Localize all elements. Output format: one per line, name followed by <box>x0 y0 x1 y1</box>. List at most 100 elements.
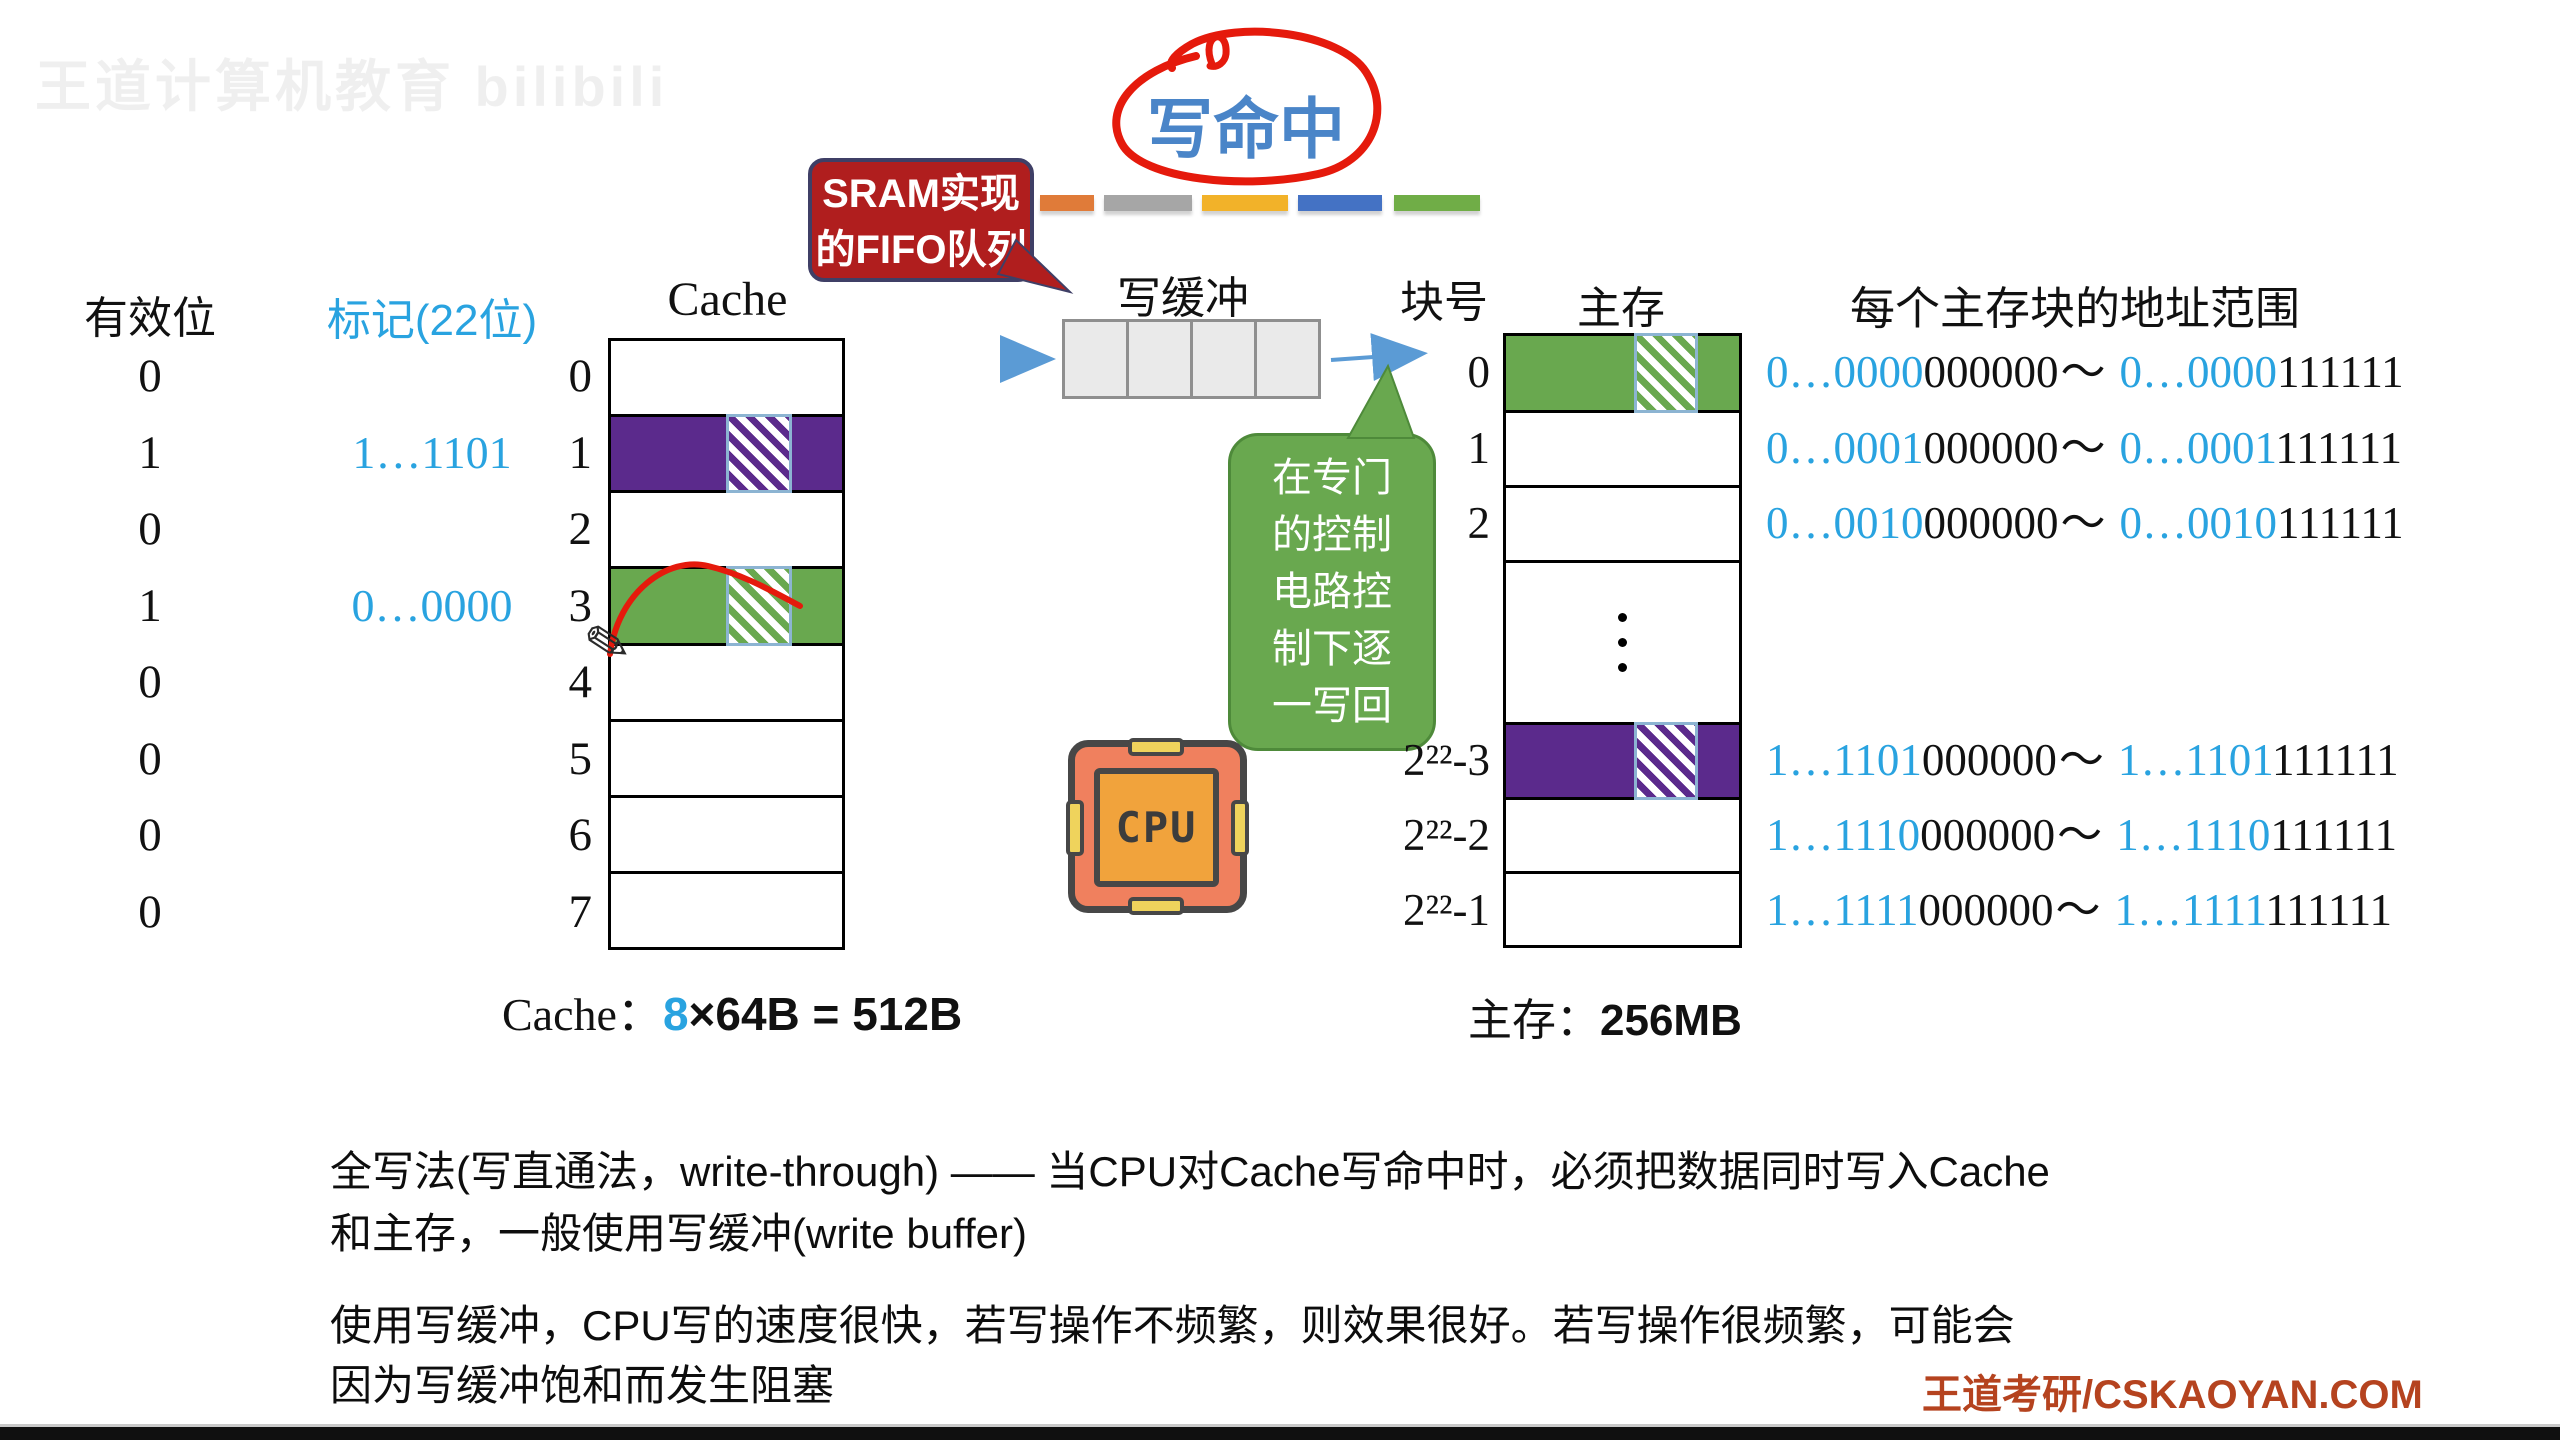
memory-block-2e22-1 <box>1506 874 1739 945</box>
valid-bit-1: 1 <box>138 427 162 479</box>
memory-block-1 <box>1506 413 1739 488</box>
cskaoyan-watermark: 王道考研/CSKAOYAN.COM <box>1922 1373 2423 1417</box>
valid-bit-4: 0 <box>138 656 162 708</box>
address-separator: ～ <box>2058 735 2104 785</box>
write-buffer-label: 写缓冲 <box>1117 274 1249 323</box>
block-number-1: 1 <box>1467 423 1491 473</box>
block-number-0: 0 <box>1467 347 1491 397</box>
address-offset: 000000 <box>1918 885 2054 935</box>
address-offset: 111111 <box>2272 735 2399 785</box>
write-buffer-cell <box>1190 319 1257 399</box>
address-offset: 111111 <box>2276 423 2403 473</box>
write-buffer <box>1062 319 1321 399</box>
memory-block-0 <box>1506 333 1739 413</box>
address-tag: 1…1110 <box>2116 810 2271 860</box>
sram-callout-line1: SRAM实现 <box>822 172 1020 216</box>
address-offset: 000000 <box>1920 810 2056 860</box>
memory-ellipsis <box>1506 563 1739 725</box>
address-offset: 000000 <box>1921 735 2057 785</box>
cpu-pin-top <box>1128 738 1184 756</box>
cpu-pin-right <box>1231 800 1249 856</box>
cache-row-number-6: 6 <box>568 809 593 861</box>
valid-bit-6: 0 <box>138 809 162 861</box>
page-title: 写命中 <box>1147 92 1345 166</box>
memory-capacity-value: 256MB <box>1600 996 1742 1045</box>
address-tag: 0…0000 <box>1766 347 1924 397</box>
cache-line-2 <box>611 493 842 570</box>
valid-bit-3: 1 <box>138 580 162 632</box>
cache-row-number-5: 5 <box>568 733 593 785</box>
main-memory-header: 主存 <box>1577 284 1665 333</box>
memory-block-2e22-3 <box>1506 722 1739 800</box>
cache-row-number-7: 7 <box>568 886 593 938</box>
address-offset: 111111 <box>2266 885 2392 935</box>
write-through-note-line2: 和主存，一般使用写缓冲(write buffer) <box>330 1210 1027 1257</box>
cache-line-0 <box>611 341 842 418</box>
cpu-pin-bottom <box>1128 897 1184 915</box>
valid-bit-7: 0 <box>138 886 162 938</box>
address-separator: ～ <box>2060 423 2106 473</box>
cache-row-number-0: 0 <box>568 350 593 402</box>
block-number-2e22-1: 2²²-1 <box>1403 885 1490 935</box>
sram-callout-line2: 的FIFO队列 <box>815 228 1027 272</box>
address-tag: 1…1101 <box>1766 735 1922 785</box>
cache-capacity-label: Cache：8×64B = 512B <box>502 978 962 1044</box>
dirty-word-hatch <box>726 414 792 494</box>
write-through-note-line1: 全写法(写直通法，write-through) —— 当CPU对Cache写命中… <box>330 1148 2050 1195</box>
sram-fifo-callout: SRAM实现 的FIFO队列 <box>808 158 1034 282</box>
control-callout-line5: 一写回 <box>1272 684 1392 728</box>
cache-line-4 <box>611 646 842 722</box>
write-buffer-cell <box>1126 319 1193 399</box>
address-range-row-0: 0…0000000000～ 0…0000111111 <box>1766 338 2404 406</box>
address-separator: ～ <box>2060 347 2106 397</box>
block-number-2: 2 <box>1467 498 1491 548</box>
address-range-row-5: 1…1111000000～ 1…1111111111 <box>1766 876 2392 944</box>
channel-watermark: 王道计算机教育 bilibili <box>35 55 669 118</box>
control-callout-line3: 电路控 <box>1272 570 1392 614</box>
cache-line-7 <box>611 874 842 947</box>
write-buffer-note-line2: 因为写缓冲饱和而发生阻塞 <box>330 1362 835 1409</box>
address-range-header: 每个主存块的地址范围 <box>1850 283 2301 334</box>
control-circuit-callout: 在专门 的控制 电路控 制下逐 一写回 <box>1228 433 1436 751</box>
address-range-row-3: 1…1101000000～ 1…1101111111 <box>1766 726 2399 794</box>
block-number-header: 块号 <box>1400 278 1488 327</box>
cache-box <box>608 338 845 950</box>
dirty-word-hatch <box>726 566 792 646</box>
cache-row-number-1: 1 <box>568 427 593 479</box>
address-offset: 111111 <box>2277 498 2404 548</box>
title-circle-loop <box>1205 33 1230 70</box>
cpu-die: CPU <box>1094 768 1219 887</box>
cache-line-6 <box>611 798 842 874</box>
tag-value-row3: 0…0000 <box>351 580 513 631</box>
address-offset: 000000 <box>1923 347 2059 397</box>
valid-bit-0: 0 <box>138 350 162 402</box>
tag-value-row1: 1…1101 <box>352 427 512 478</box>
block-number-2e22-3: 2²²-3 <box>1403 735 1490 785</box>
address-tag: 1…1111 <box>1766 885 1919 935</box>
address-offset: 000000 <box>1923 498 2059 548</box>
address-tag: 1…1101 <box>2117 735 2273 785</box>
written-word-hatch <box>1634 333 1698 413</box>
decor-bar-yellow <box>1202 195 1288 211</box>
valid-bit-5: 0 <box>138 733 162 785</box>
memory-block-2 <box>1506 488 1739 563</box>
address-tag: 1…1111 <box>2114 885 2267 935</box>
cpu-pin-left <box>1066 800 1084 856</box>
bottom-bar <box>0 1427 2560 1440</box>
cache-row-number-2: 2 <box>568 503 593 555</box>
cache-header: Cache <box>667 273 788 326</box>
decor-bar-orange <box>1040 195 1094 211</box>
cache-capacity-prefix: Cache： <box>502 989 663 1040</box>
decor-bar-gray <box>1104 195 1192 211</box>
address-tag: 0…0001 <box>1766 423 1924 473</box>
cache-capacity-value: ×64B = 512B <box>688 988 963 1040</box>
tag-header: 标记(22位) <box>326 296 538 345</box>
address-separator: ～ <box>2055 885 2101 935</box>
cache-line-5 <box>611 722 842 798</box>
bottom-divider <box>0 1424 2560 1427</box>
valid-bit-header: 有效位 <box>84 294 216 343</box>
address-range-row-2: 0…0010000000～ 0…0010111111 <box>1766 489 2404 557</box>
address-tag: 0…0000 <box>2119 347 2278 397</box>
write-buffer-cell <box>1254 319 1321 399</box>
address-offset: 111111 <box>2270 810 2398 860</box>
